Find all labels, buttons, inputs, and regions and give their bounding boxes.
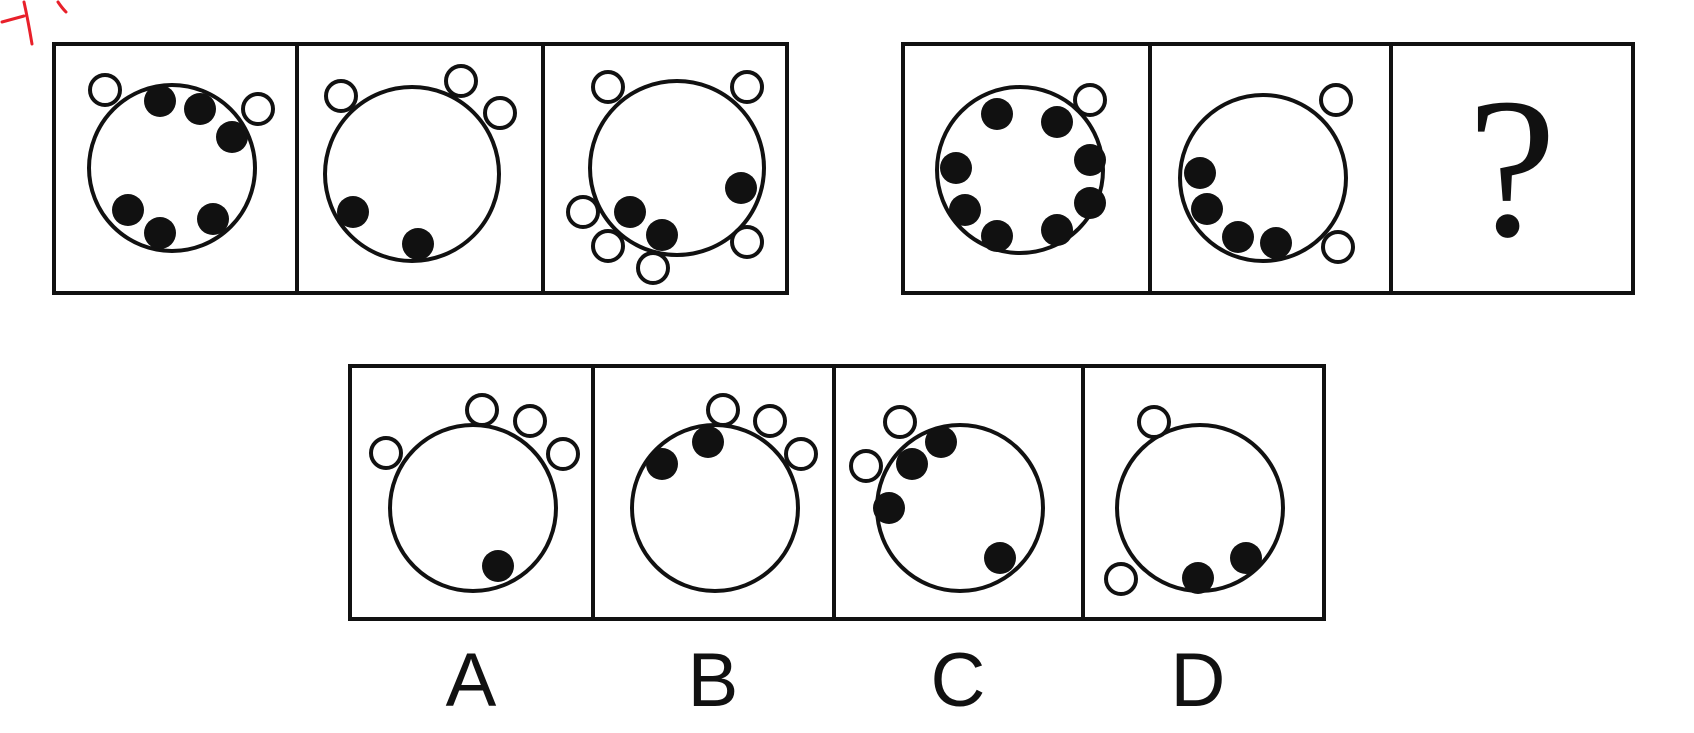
- filled-dot: [197, 203, 229, 235]
- filled-dot: [896, 448, 928, 480]
- open-dot: [566, 195, 600, 229]
- open-dot: [1073, 83, 1107, 117]
- filled-dot: [112, 194, 144, 226]
- main-circle: [1178, 93, 1348, 263]
- filled-dot: [144, 85, 176, 117]
- options-frame: [348, 364, 1326, 621]
- option-label-a[interactable]: A: [446, 638, 497, 723]
- open-dot: [636, 251, 670, 285]
- option-label-b[interactable]: B: [688, 638, 739, 723]
- filled-dot: [1182, 562, 1214, 594]
- filled-dot: [1041, 214, 1073, 246]
- filled-dot: [144, 217, 176, 249]
- open-dot: [883, 405, 917, 439]
- filled-dot: [184, 93, 216, 125]
- panel-1-1: [87, 73, 275, 253]
- filled-dot: [1184, 157, 1216, 189]
- open-dot: [444, 64, 478, 98]
- filled-dot: [692, 426, 724, 458]
- open-dot: [730, 70, 764, 104]
- panel-2-2: [1178, 83, 1355, 264]
- open-dot: [753, 404, 787, 438]
- option-label-c[interactable]: C: [931, 638, 986, 723]
- filled-dot: [925, 426, 957, 458]
- open-dot: [465, 393, 499, 427]
- filled-dot: [940, 152, 972, 184]
- filled-dot: [1222, 221, 1254, 253]
- open-dot: [1137, 405, 1171, 439]
- main-circle: [388, 423, 558, 593]
- open-dot: [88, 73, 122, 107]
- filled-dot: [1074, 187, 1106, 219]
- open-dot: [546, 437, 580, 471]
- filled-dot: [981, 98, 1013, 130]
- option-d-figure: [1104, 405, 1285, 596]
- filled-dot: [614, 196, 646, 228]
- annotation-mark: [0, 0, 68, 46]
- open-dot: [591, 229, 625, 263]
- open-dot: [591, 70, 625, 104]
- filled-dot: [337, 196, 369, 228]
- filled-dot: [1260, 227, 1292, 259]
- filled-dot: [981, 220, 1013, 252]
- filled-dot: [1191, 193, 1223, 225]
- filled-dot: [1074, 144, 1106, 176]
- filled-dot: [984, 542, 1016, 574]
- open-dot: [784, 437, 818, 471]
- panel-1-3: [566, 70, 766, 285]
- option-b-figure: [630, 393, 818, 593]
- panel-2-1: [935, 83, 1107, 255]
- question-mark: ?: [1468, 58, 1557, 279]
- open-dot: [1321, 230, 1355, 264]
- group2-frame: [901, 42, 1635, 295]
- filled-dot: [482, 550, 514, 582]
- open-dot: [706, 393, 740, 427]
- main-circle: [323, 85, 501, 263]
- main-circle: [87, 83, 257, 253]
- open-dot: [513, 404, 547, 438]
- filled-dot: [725, 172, 757, 204]
- open-dot: [849, 449, 883, 483]
- filled-dot: [1230, 542, 1262, 574]
- open-dot: [241, 92, 275, 126]
- open-dot: [369, 436, 403, 470]
- open-dot: [730, 225, 764, 259]
- group1-frame: [52, 42, 789, 295]
- filled-dot: [1041, 106, 1073, 138]
- filled-dot: [402, 228, 434, 260]
- main-circle: [588, 79, 766, 257]
- filled-dot: [646, 219, 678, 251]
- option-c-figure: [849, 405, 1045, 593]
- open-dot: [324, 79, 358, 113]
- filled-dot: [873, 492, 905, 524]
- filled-dot: [216, 121, 248, 153]
- panel-1-2: [323, 64, 517, 263]
- filled-dot: [646, 448, 678, 480]
- main-circle: [935, 85, 1105, 255]
- open-dot: [483, 96, 517, 130]
- filled-dot: [949, 194, 981, 226]
- option-label-d[interactable]: D: [1171, 638, 1226, 723]
- open-dot: [1319, 83, 1353, 117]
- option-a-figure: [369, 393, 580, 593]
- open-dot: [1104, 562, 1138, 596]
